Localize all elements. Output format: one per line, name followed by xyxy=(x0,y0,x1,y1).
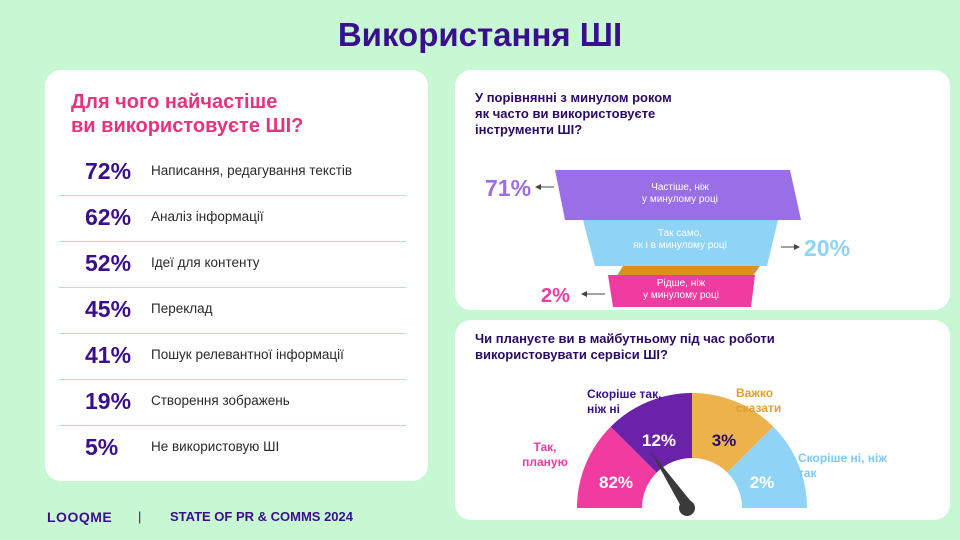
usage-purpose-card: Для чого найчастіше ви використовуєте ШІ… xyxy=(45,70,428,481)
frequency-card: У порівнянні з минулом роком як часто ви… xyxy=(455,70,950,310)
gauge-value-hard-to-say: 3% xyxy=(712,431,737,450)
gauge-segment-yes xyxy=(577,426,657,508)
gauge-label-line1: Скоріше так, xyxy=(587,387,661,401)
gauge-needle xyxy=(651,452,693,510)
arrow-same-head xyxy=(794,244,800,250)
list-item: 52% Ідеї для контенту xyxy=(59,242,406,288)
list-item: 62% Аналіз інформації xyxy=(59,196,406,242)
funnel-label-line1: Частіше, ніж xyxy=(651,182,709,193)
gauge-chart: 82% 12% 3% 2% Так, планую Скоріше так, н… xyxy=(522,386,887,516)
usage-label: Пошук релевантної інформації xyxy=(151,347,344,362)
usage-label: Аналіз інформації xyxy=(151,209,264,224)
usage-percent: 45% xyxy=(85,296,132,322)
funnel-label-line2: як і в минулому році xyxy=(633,240,727,251)
funnel-value-more: 71% xyxy=(485,175,531,201)
question-line-2: ви використовуєте ШІ? xyxy=(71,115,304,137)
gauge-label-line1: Скоріше ні, ніж xyxy=(798,451,887,465)
question-line-2: використовувати сервіси ШІ? xyxy=(475,347,668,362)
funnel-label-line2: у минулому році xyxy=(642,194,718,205)
brand-logo: LOOQME xyxy=(47,509,113,525)
gauge-label-line1: Важко xyxy=(736,386,773,400)
funnel-label-line2: у минулому році xyxy=(643,290,719,301)
gauge-label-line1: Так, xyxy=(533,440,556,454)
frequency-question: У порівнянні з минулом роком як часто ви… xyxy=(475,90,672,138)
usage-percent: 62% xyxy=(85,204,132,230)
list-item: 41% Пошук релевантної інформації xyxy=(59,334,406,380)
page-title: Використання ШІ xyxy=(337,16,623,53)
usage-percent: 19% xyxy=(85,388,132,414)
list-item: 72% Написання, редагування текстів xyxy=(59,150,406,196)
gauge-label-line2: сказати xyxy=(736,401,781,415)
usage-label: Переклад xyxy=(151,301,213,316)
usage-label: Створення зображень xyxy=(151,393,290,408)
arrow-less-head xyxy=(581,291,587,297)
funnel-label-line1: Рідше, ніж xyxy=(657,278,706,289)
usage-percent: 52% xyxy=(85,250,132,276)
gauge-value-rather-no: 2% xyxy=(750,473,775,492)
gauge-value-rather-yes: 12% xyxy=(642,431,676,450)
list-item: 5% Не використовую ШІ xyxy=(59,426,406,472)
funnel-bar-more xyxy=(555,170,801,220)
gauge-segment-rather-no xyxy=(727,426,807,508)
question-line-2: як часто ви використовуєте xyxy=(475,106,656,121)
usage-percent: 5% xyxy=(85,434,119,460)
gauge-value-yes: 82% xyxy=(599,473,633,492)
future-plans-card: Чи плануєте ви в майбутньому під час роб… xyxy=(455,320,950,520)
gauge-needle-hub xyxy=(679,500,695,516)
arrow-more-head xyxy=(535,184,541,190)
usage-label: Написання, редагування текстів xyxy=(151,163,353,178)
footer-divider: | xyxy=(138,509,142,524)
usage-percent: 41% xyxy=(85,342,132,368)
funnel-bar-same xyxy=(583,220,778,266)
gauge-label-line2: так xyxy=(798,466,818,480)
gauge-segment-hard-to-say xyxy=(692,393,774,473)
usage-label: Не використовую ШІ xyxy=(151,439,280,454)
funnel-label-line1: Так само, xyxy=(658,228,702,239)
gauge-label-line2: ніж ні xyxy=(587,402,620,416)
gauge-label-line2: планую xyxy=(522,455,568,469)
list-item: 45% Переклад xyxy=(59,288,406,334)
usage-purpose-question: Для чого найчастіше ви використовуєте ШІ… xyxy=(71,90,303,138)
funnel-value-less: 2% xyxy=(541,285,570,307)
funnel-value-same: 20% xyxy=(804,235,850,261)
funnel-bar-less xyxy=(608,275,755,307)
report-name: STATE OF PR & COMMS 2024 xyxy=(170,509,353,524)
question-line-1: У порівнянні з минулом роком xyxy=(475,90,672,105)
future-plans-question: Чи плануєте ви в майбутньому під час роб… xyxy=(475,331,775,363)
question-line-1: Чи плануєте ви в майбутньому під час роб… xyxy=(475,331,775,346)
list-item: 19% Створення зображень xyxy=(59,380,406,426)
funnel-chart: Частіше, ніж у минулому році Так само, я… xyxy=(485,170,850,307)
gauge-segment-rather-yes xyxy=(610,393,692,473)
question-line-3: інструменти ШІ? xyxy=(475,122,583,137)
usage-label: Ідеї для контенту xyxy=(151,255,260,270)
question-line-1: Для чого найчастіше xyxy=(71,91,278,113)
usage-percent: 72% xyxy=(85,158,132,184)
